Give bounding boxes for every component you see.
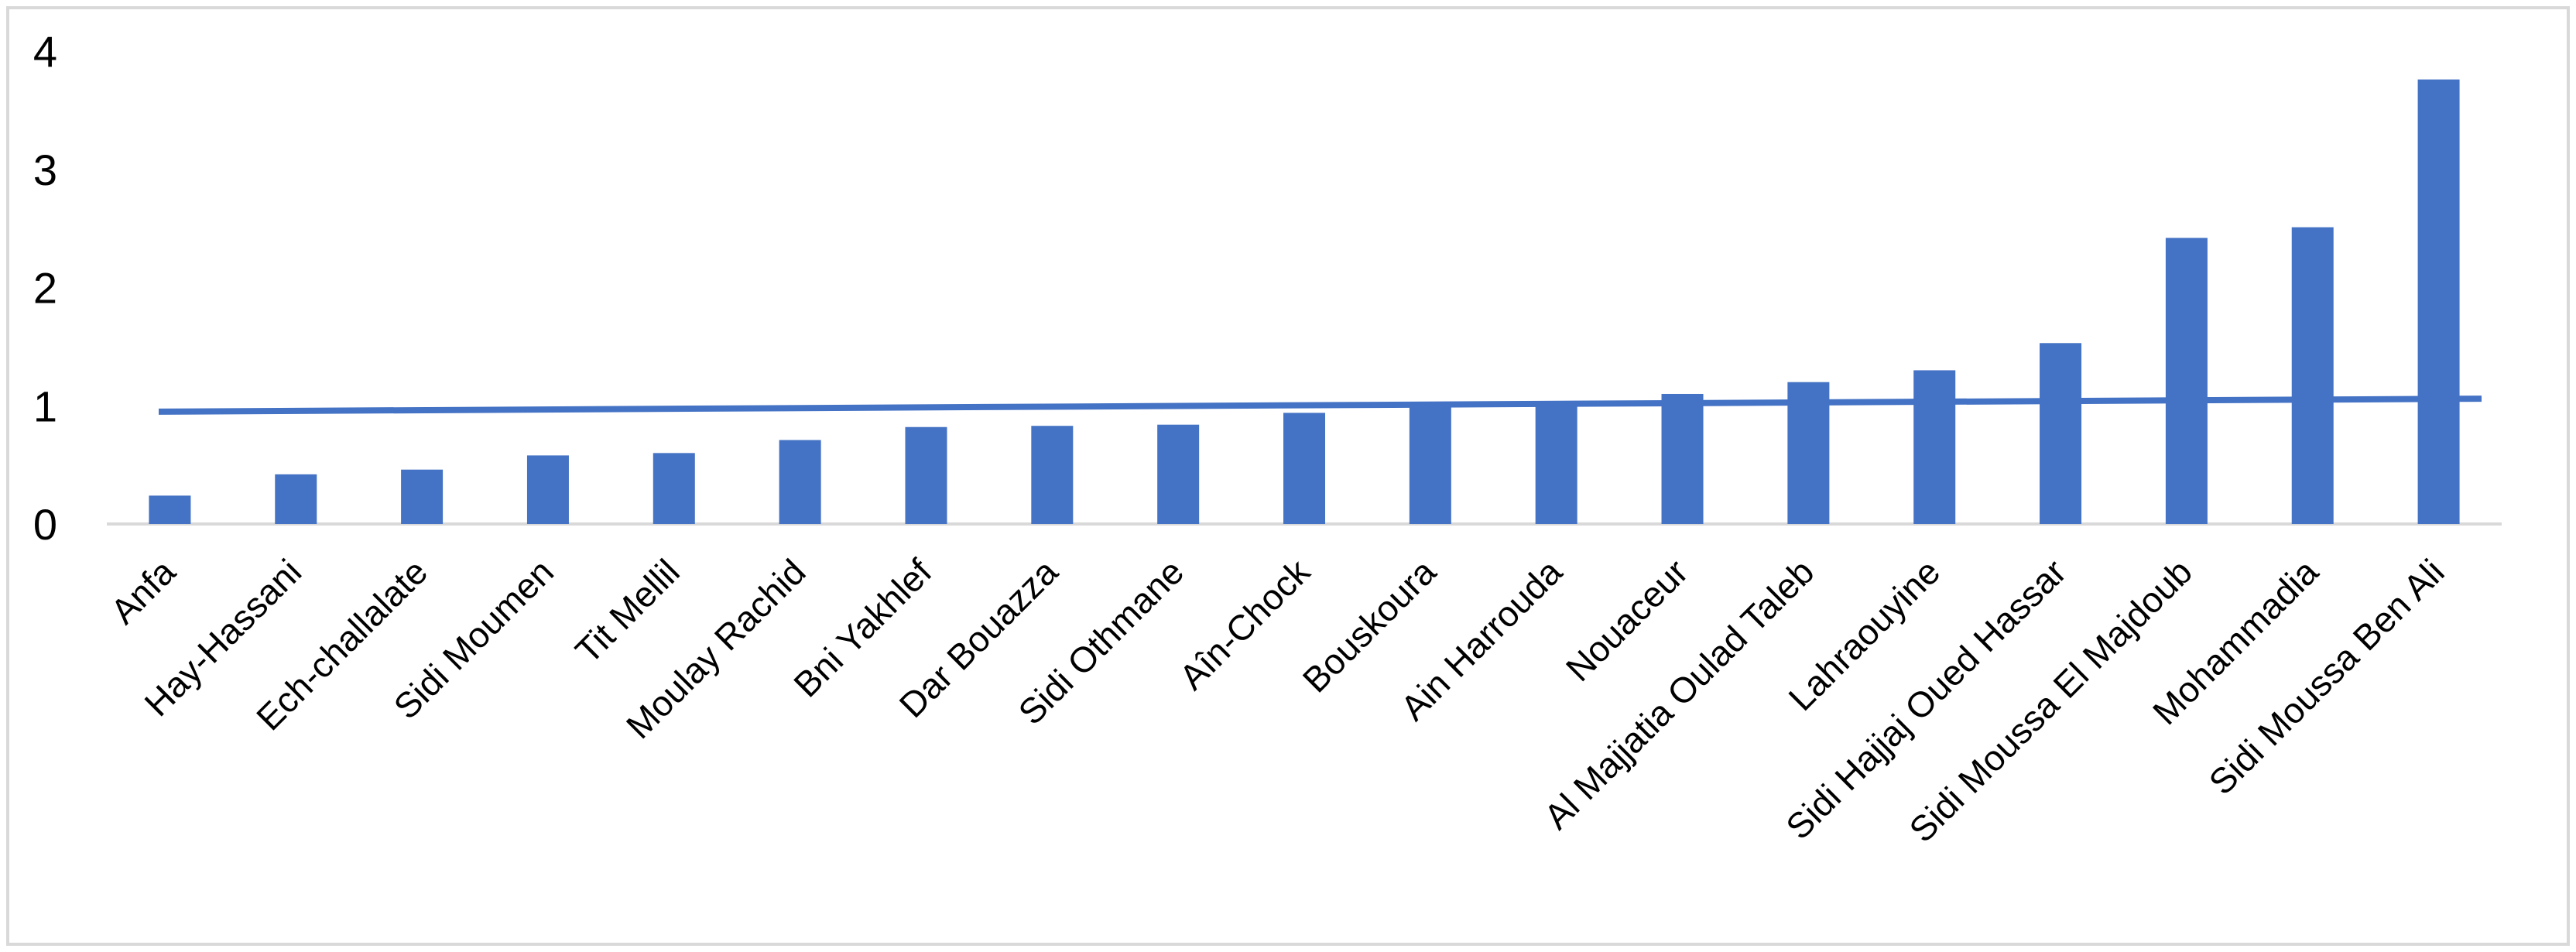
bar xyxy=(1661,393,1704,524)
bar xyxy=(1283,413,1325,524)
y-tick-label: 4 xyxy=(33,27,57,76)
y-tick-label: 3 xyxy=(33,146,57,194)
y-tick-label: 2 xyxy=(33,264,57,313)
bar xyxy=(149,495,191,524)
bar xyxy=(1157,424,1200,524)
bar xyxy=(905,426,947,524)
trendline xyxy=(158,396,2482,415)
bar xyxy=(1031,426,1074,524)
bar xyxy=(275,474,317,524)
bar xyxy=(2040,343,2082,524)
y-axis-ticks: 0 1 2 3 4 xyxy=(33,27,57,549)
bar xyxy=(2165,238,2208,524)
bar xyxy=(2291,227,2334,524)
x-category-label: Tit Mellil xyxy=(567,551,687,671)
bar xyxy=(1787,382,1830,524)
bar xyxy=(2417,79,2460,524)
bars xyxy=(149,79,2460,524)
y-tick-label: 1 xyxy=(33,382,57,430)
y-tick-label: 0 xyxy=(33,500,57,549)
x-category-label: Anfa xyxy=(103,551,183,632)
x-category-label: Sidi Moussa Ben Ali xyxy=(2201,551,2451,802)
bar xyxy=(526,455,569,524)
bar xyxy=(1535,404,1577,524)
bar xyxy=(1409,404,1451,524)
x-category-label: Nouaceur xyxy=(1558,551,1696,689)
x-category-label: Aîn-Chock xyxy=(1171,551,1317,697)
bar xyxy=(401,469,444,524)
bar xyxy=(653,453,695,524)
bar xyxy=(1913,370,1956,524)
bar xyxy=(779,440,821,524)
